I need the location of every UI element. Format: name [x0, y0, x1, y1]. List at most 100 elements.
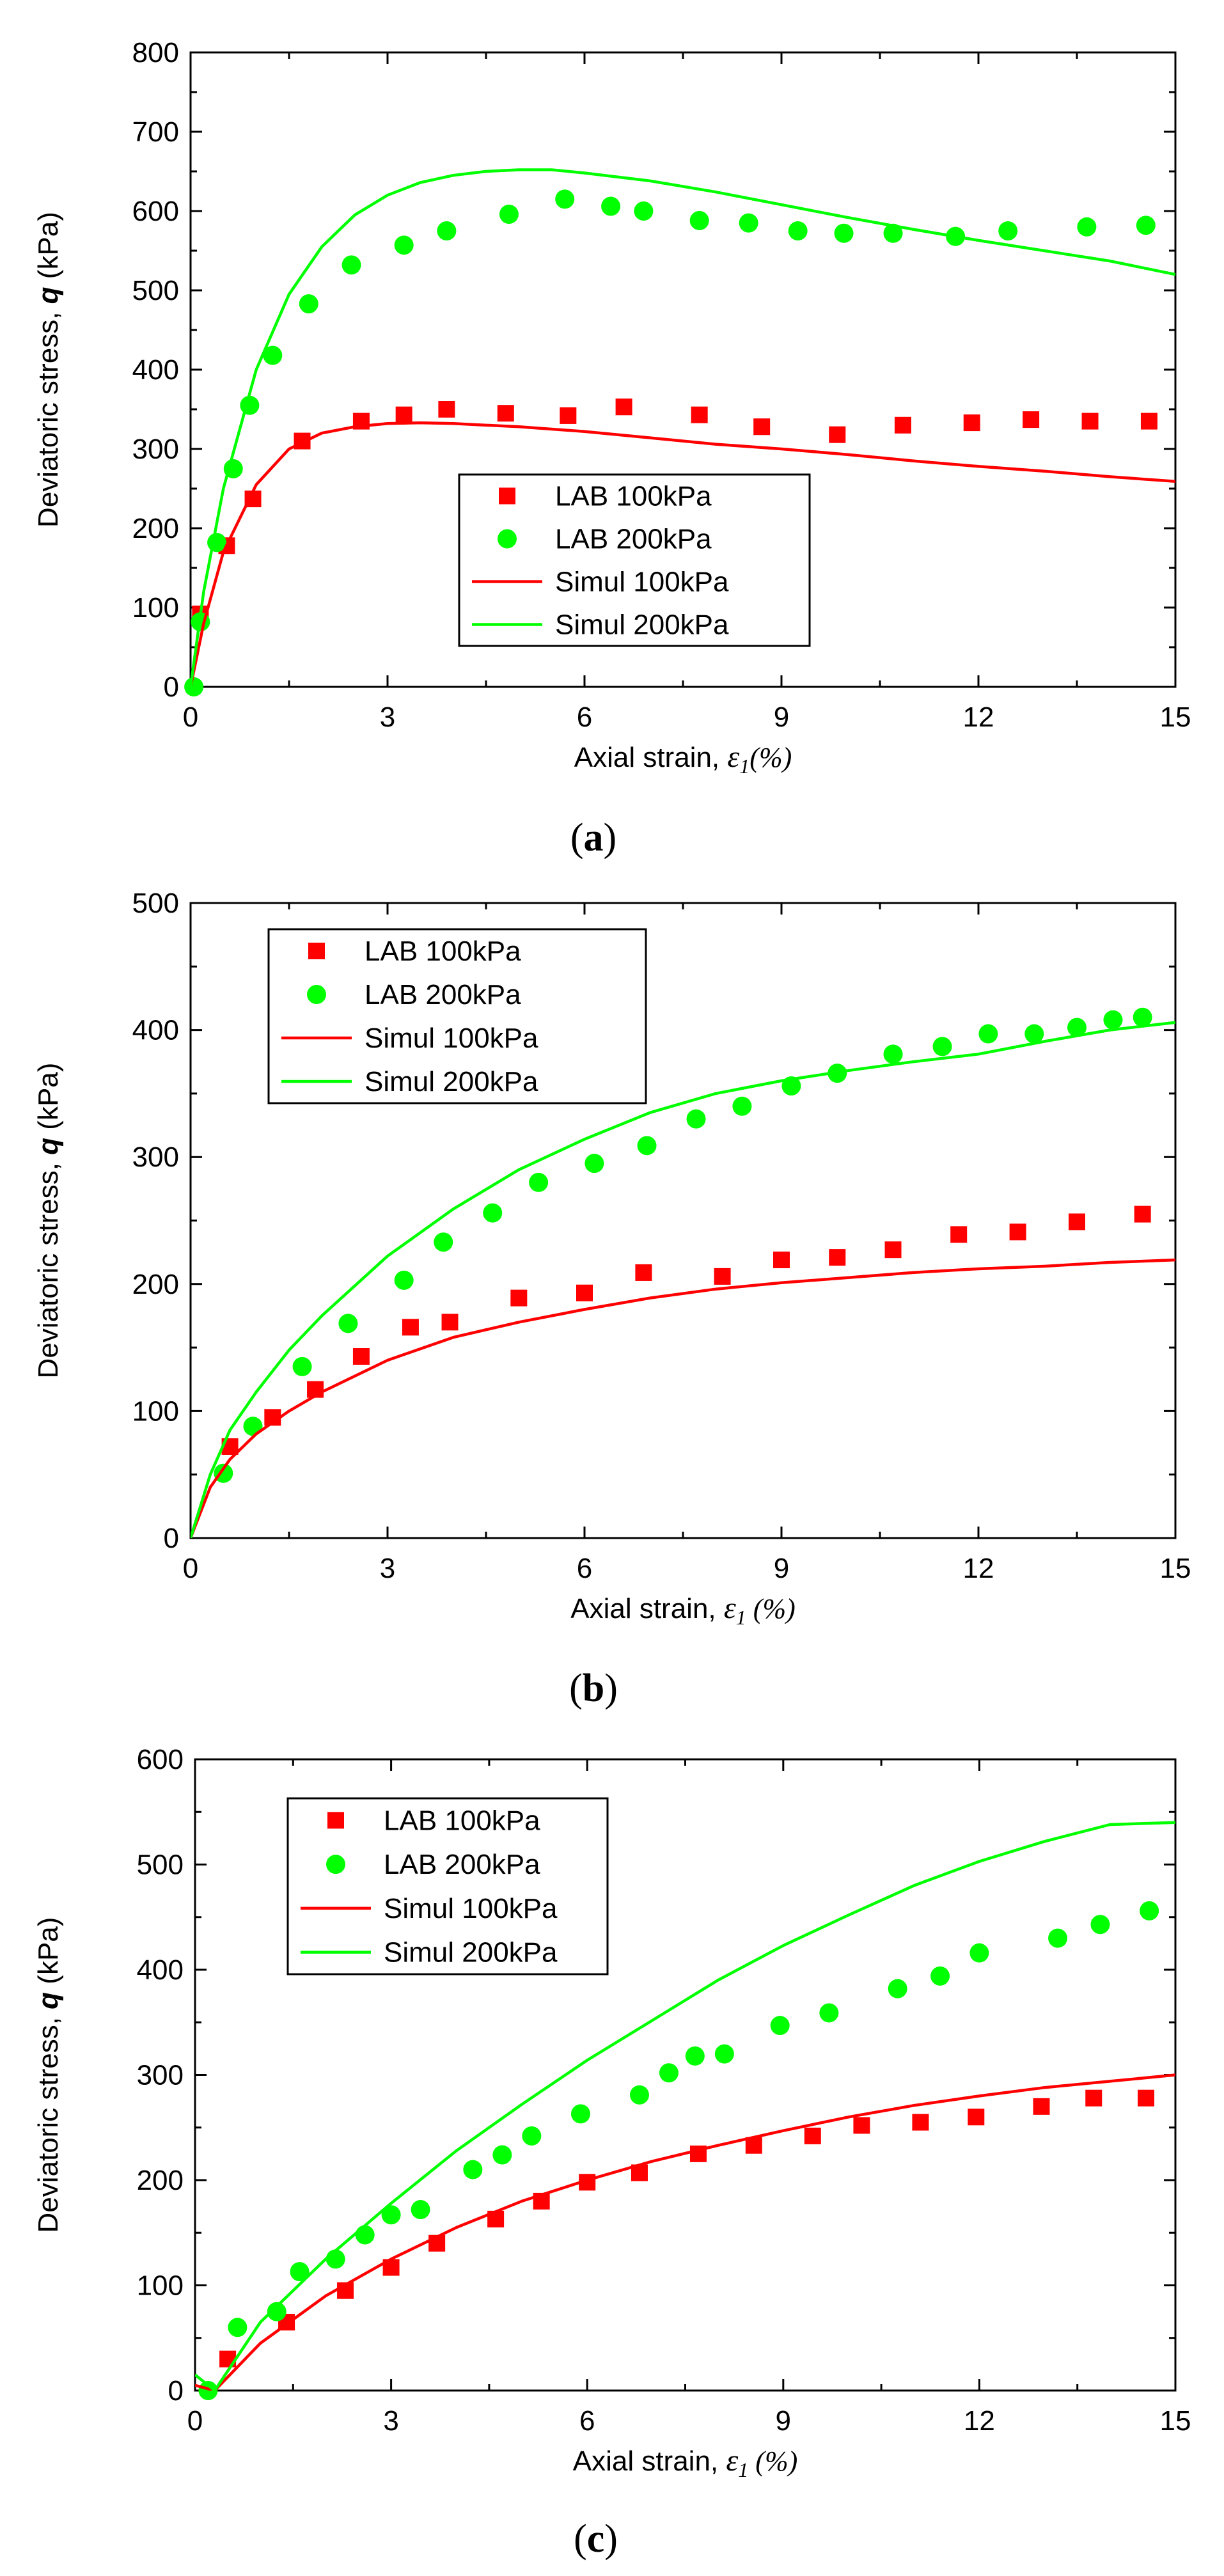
data-point-circle	[1024, 1024, 1044, 1044]
data-point-circle	[570, 2104, 590, 2124]
y-tick-label: 400	[132, 354, 179, 386]
x-tick-label: 9	[774, 702, 789, 733]
data-point-square	[753, 418, 771, 436]
legend-entry-label: LAB 100kPa	[555, 481, 712, 512]
y-tick-label: 500	[132, 275, 179, 306]
data-point-square	[968, 2109, 985, 2126]
data-point-circle	[394, 1270, 414, 1290]
simulation-line	[191, 1258, 1175, 1538]
x-tick-label: 0	[183, 1553, 198, 1584]
series-2	[191, 1258, 1175, 1538]
data-point-circle	[659, 2063, 679, 2083]
x-tick-label: 3	[380, 702, 395, 733]
data-point-circle	[978, 1024, 998, 1044]
legend-entry-label: Simul 200kPa	[365, 1066, 538, 1097]
y-tick-label: 200	[137, 2165, 184, 2196]
data-point-circle	[1140, 1901, 1159, 1920]
legend-entry-label: LAB 200kPa	[365, 979, 521, 1010]
data-point-circle	[930, 1966, 950, 1986]
y-tick-label: 100	[132, 592, 179, 624]
x-tick-label: 3	[380, 1553, 395, 1584]
data-point-circle	[739, 213, 758, 233]
simulation-line	[191, 1021, 1175, 1538]
series-2	[191, 421, 1175, 687]
data-point-circle	[228, 2318, 247, 2337]
data-point-circle	[637, 1136, 657, 1156]
legend-entry-label: Simul 100kPa	[384, 1893, 558, 1924]
chart-panel-a: 0 3 6 9 12 15 0 100 200 300 400 500 600 700 800 Axial s…	[33, 37, 1191, 860]
data-point-square	[1009, 1223, 1026, 1241]
data-point-square	[804, 2127, 821, 2144]
data-point-square	[884, 1241, 902, 1259]
legend: LAB 100kPa LAB 200kPa Simul 100kPa Simul 20…	[267, 928, 647, 1104]
data-point-circle	[932, 1037, 952, 1056]
y-tick-label: 500	[137, 1850, 184, 1881]
y-tick-label: 700	[132, 116, 179, 148]
data-point-circle	[434, 1232, 453, 1252]
data-point-square	[615, 398, 632, 416]
data-point-square	[395, 406, 412, 423]
legend: LAB 100kPa LAB 200kPa Simul 100kPa Simul 20…	[286, 1797, 609, 1975]
data-point-circle	[883, 223, 903, 243]
y-tick-label: 800	[132, 37, 179, 68]
legend-box	[267, 928, 647, 1104]
data-point-square	[1081, 412, 1099, 430]
simulation-line	[191, 168, 1175, 687]
y-tick-label: 600	[132, 196, 179, 227]
legend-marker-circle	[326, 1855, 345, 1874]
legend-entry-label: Simul 100kPa	[365, 1023, 538, 1054]
data-point-circle	[714, 2044, 734, 2064]
y-tick-label: 300	[137, 2060, 184, 2091]
data-point-square	[894, 416, 911, 434]
y-tick-label: 400	[132, 1015, 179, 1046]
y-tick-label: 500	[132, 888, 179, 919]
x-tick-label: 6	[577, 1553, 592, 1584]
y-tick-label: 100	[132, 1395, 179, 1427]
data-point-circle	[263, 345, 283, 365]
x-axis-label: Axial strain, ε1 (%)	[573, 2444, 798, 2481]
data-point-circle	[788, 221, 808, 240]
legend-entry-label: Simul 200kPa	[384, 1937, 558, 1968]
data-point-circle	[355, 2225, 375, 2245]
x-tick-label: 15	[1160, 2405, 1191, 2437]
legend-entry-label: LAB 100kPa	[384, 1805, 540, 1836]
data-point-square	[829, 426, 846, 443]
data-point-circle	[1090, 1915, 1110, 1935]
data-point-square	[352, 1348, 370, 1365]
series-3	[191, 168, 1175, 687]
data-point-circle	[299, 294, 318, 314]
data-point-square	[853, 2117, 870, 2134]
data-point-circle	[770, 2016, 790, 2036]
x-tick-label: 0	[183, 702, 198, 733]
data-point-circle	[290, 2262, 310, 2282]
simulation-line	[195, 2073, 1175, 2391]
data-point-circle	[437, 221, 457, 240]
series-1	[198, 1901, 1159, 2400]
data-point-square	[950, 1226, 968, 1243]
data-point-circle	[1103, 1010, 1123, 1030]
y-tick-label: 300	[132, 1142, 179, 1173]
data-point-square	[912, 2114, 929, 2131]
data-point-circle	[341, 255, 361, 275]
data-point-square	[402, 1319, 419, 1336]
data-point-circle	[629, 2085, 649, 2105]
data-point-circle	[1136, 216, 1156, 235]
data-point-square	[560, 407, 577, 424]
data-point-circle	[998, 221, 1018, 240]
data-point-circle	[522, 2126, 542, 2146]
legend-marker-square	[327, 1812, 344, 1829]
data-point-circle	[601, 196, 621, 216]
y-tick-label: 0	[164, 671, 179, 703]
data-point-circle	[499, 204, 519, 224]
data-point-square	[438, 401, 455, 418]
legend-entry-label: Simul 100kPa	[555, 567, 729, 598]
data-point-circle	[685, 2046, 705, 2066]
data-point-square	[1033, 2098, 1050, 2115]
data-point-circle	[883, 1044, 903, 1064]
data-point-circle	[634, 201, 654, 221]
panel-caption: (b)	[569, 1667, 618, 1710]
legend-entry-label: LAB 200kPa	[555, 524, 712, 555]
legend-box	[458, 473, 811, 647]
x-tick-label: 15	[1160, 702, 1191, 733]
y-tick-label: 200	[132, 513, 179, 544]
